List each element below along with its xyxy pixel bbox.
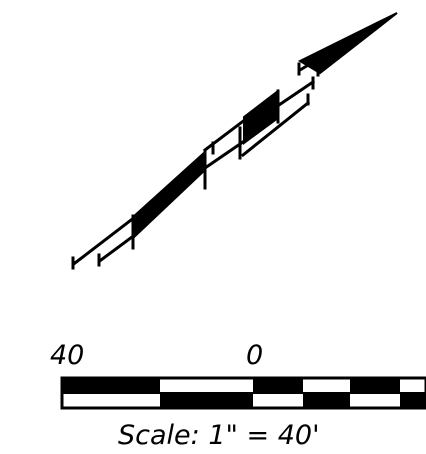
filled-segment-upper <box>297 12 398 75</box>
scale-label-40: 40 <box>50 340 84 371</box>
scale-label-0: 0 <box>246 340 263 371</box>
filled-segment-middle <box>243 88 279 145</box>
plan-filled-segments <box>132 12 398 241</box>
scale-block-top-3 <box>350 378 400 393</box>
upper-line-1 <box>72 214 138 266</box>
scale-block-bottom-1 <box>160 393 253 408</box>
lower-line-1 <box>98 234 135 263</box>
scale-block-bottom-3 <box>400 393 426 408</box>
scale-caption: Scale: 1" = 40' <box>118 420 320 451</box>
lower-line-4 <box>273 79 316 110</box>
scale-block-top-2 <box>253 378 303 393</box>
lower-line-2 <box>202 139 246 171</box>
filled-segment-lower <box>132 149 206 241</box>
scale-block-bottom-2 <box>303 393 350 408</box>
lower-line-3 <box>240 100 311 158</box>
scale-bar: 40 0 Scale: 1" = 40' <box>50 340 426 451</box>
scale-block-top-1 <box>62 378 160 393</box>
